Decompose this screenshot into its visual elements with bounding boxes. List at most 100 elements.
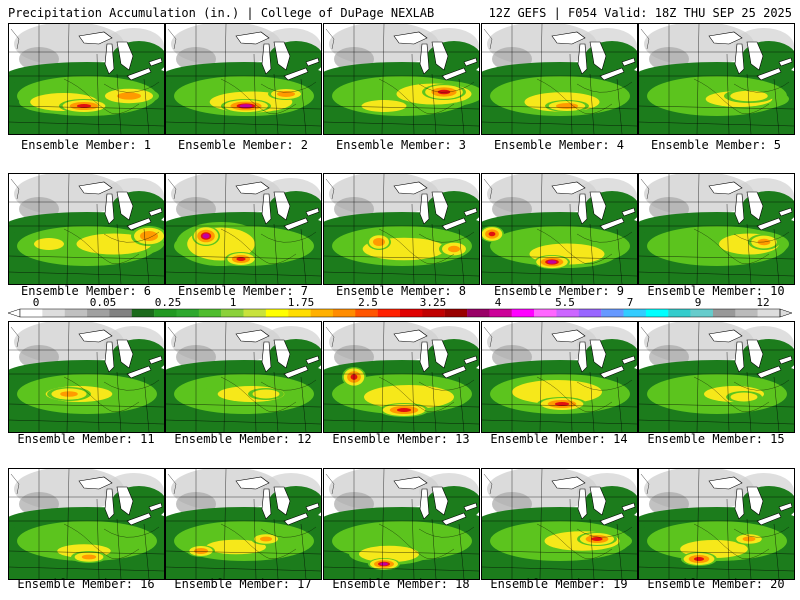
precip-map (166, 469, 321, 579)
member-panel (638, 468, 795, 580)
member-caption: Ensemble Member: 17 (174, 577, 312, 591)
precip-map (9, 469, 164, 579)
member-panel (8, 23, 165, 135)
scale-swatch (243, 309, 267, 317)
scale-swatch (332, 309, 356, 317)
scale-swatch (444, 309, 468, 317)
precip-map (324, 322, 479, 432)
member-panel (481, 468, 638, 580)
member-caption: Ensemble Member: 9 (493, 284, 625, 298)
scale-swatch (668, 309, 691, 317)
member-panel (638, 321, 795, 433)
member-caption: Ensemble Member: 3 (335, 138, 467, 152)
member-panel (323, 173, 480, 285)
precip-map (639, 322, 794, 432)
member-caption: Ensemble Member: 4 (493, 138, 625, 152)
member-caption: Ensemble Member: 20 (647, 577, 785, 591)
scale-tick-label: 0.25 (155, 296, 182, 309)
member-caption: Ensemble Member: 10 (647, 284, 785, 298)
member-panel (638, 173, 795, 285)
scale-swatch (735, 309, 758, 317)
scale-arrow-left (8, 308, 21, 318)
scale-swatch (176, 309, 200, 317)
scale-swatch (87, 309, 110, 317)
map-title: Precipitation Accumulation (in.) | Colle… (8, 6, 435, 20)
member-panel (165, 173, 322, 285)
scale-swatch (712, 309, 736, 317)
member-caption: Ensemble Member: 19 (490, 577, 628, 591)
scale-swatch (511, 309, 535, 317)
member-caption: Ensemble Member: 15 (647, 432, 785, 446)
scale-swatch (310, 309, 334, 317)
scale-swatch (131, 309, 155, 317)
member-panel (323, 23, 480, 135)
member-panel (8, 321, 165, 433)
scale-tick-label: 1.75 (288, 296, 315, 309)
member-caption: Ensemble Member: 2 (177, 138, 309, 152)
precip-map (9, 24, 164, 134)
member-caption: Ensemble Member: 1 (20, 138, 152, 152)
scale-swatch (377, 309, 401, 317)
member-caption: Ensemble Member: 18 (332, 577, 470, 591)
member-panel (165, 321, 322, 433)
member-panel (481, 23, 638, 135)
scale-swatch (42, 309, 65, 317)
member-caption: Ensemble Member: 13 (332, 432, 470, 446)
scale-tick-label: 9 (695, 296, 702, 309)
member-panel (481, 321, 638, 433)
member-panel (638, 23, 795, 135)
member-panel (165, 468, 322, 580)
scale-tick-label: 12 (756, 296, 769, 309)
scale-tick-label: 0.05 (90, 296, 117, 309)
scale-swatch (578, 309, 602, 317)
scale-tick-label: 0 (33, 296, 40, 309)
member-caption: Ensemble Member: 6 (20, 284, 152, 298)
scale-swatch (154, 309, 177, 317)
precip-map (166, 174, 321, 284)
scale-tick-label: 4 (495, 296, 502, 309)
member-caption: Ensemble Member: 12 (174, 432, 312, 446)
precip-map (639, 174, 794, 284)
scale-swatch (109, 309, 132, 317)
scale-swatch (623, 309, 647, 317)
scale-tick-label: 3.25 (420, 296, 447, 309)
scale-swatch (288, 309, 311, 317)
scale-tick-label: 5.5 (555, 296, 575, 309)
member-caption: Ensemble Member: 8 (335, 284, 467, 298)
scale-swatch (645, 309, 669, 317)
scale-arrow-right (779, 308, 792, 318)
member-caption: Ensemble Member: 7 (177, 284, 309, 298)
precip-map (324, 469, 479, 579)
precip-map (166, 322, 321, 432)
member-panel (323, 321, 480, 433)
scale-swatch (221, 309, 244, 317)
member-panel (481, 173, 638, 285)
precip-map (639, 469, 794, 579)
scale-swatch (400, 309, 423, 317)
scale-swatch (467, 309, 490, 317)
precip-map (324, 174, 479, 284)
scale-swatch (556, 309, 580, 317)
scale-swatch (265, 309, 289, 317)
precip-map (482, 469, 637, 579)
run-info: 12Z GEFS | F054 Valid: 18Z THU SEP 25 20… (488, 6, 792, 20)
precip-map (482, 322, 637, 432)
scale-swatch (757, 309, 781, 317)
scale-swatch (64, 309, 88, 317)
color-scale-legend: 0 0.05 0.25 1 1.75 2.5 3.25 4 5.5 7 9 12 (8, 296, 792, 318)
scale-tick-label: 7 (627, 296, 634, 309)
precip-map (324, 24, 479, 134)
scale-swatch (489, 309, 512, 317)
member-caption: Ensemble Member: 16 (17, 577, 155, 591)
scale-swatch (690, 309, 714, 317)
member-caption: Ensemble Member: 11 (17, 432, 155, 446)
scale-swatch (422, 309, 445, 317)
member-panel (165, 23, 322, 135)
scale-swatch (20, 309, 43, 317)
scale-tick-label: 1 (230, 296, 237, 309)
precip-map (482, 24, 637, 134)
scale-swatch (198, 309, 222, 317)
precip-map (9, 322, 164, 432)
precip-map (482, 174, 637, 284)
scale-swatch (534, 309, 557, 317)
